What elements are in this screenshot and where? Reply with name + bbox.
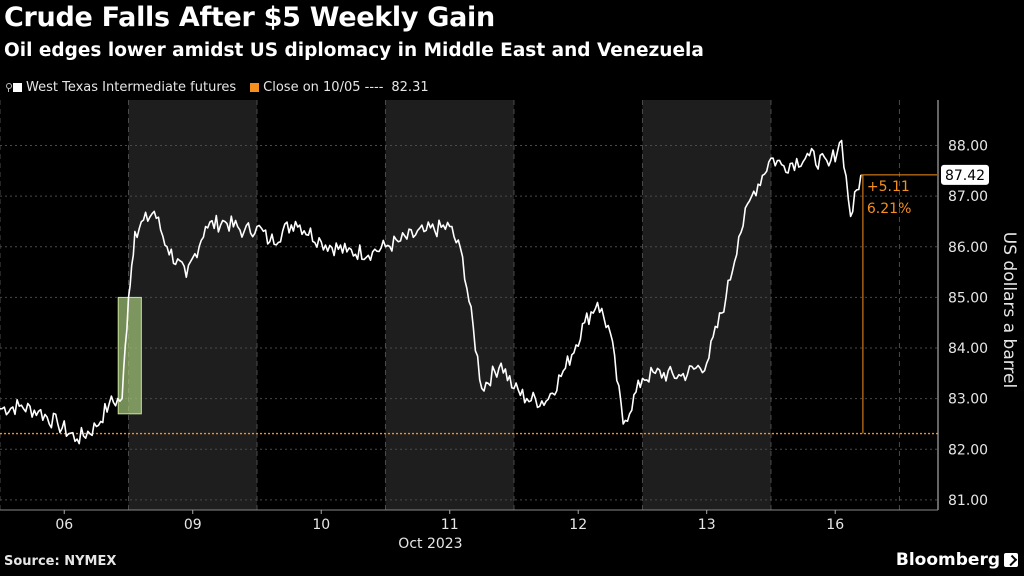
source-note: Source: NYMEX [4,554,117,569]
y-tick-label: 86.00 [948,240,988,256]
chart-subtitle: Oil edges lower amidst US diplomacy in M… [4,40,704,61]
y-tick-label: 82.00 [948,442,988,458]
last-value-label: 87.42 [945,168,985,184]
x-tick-label: 10 [312,517,330,533]
x-axis-title: Oct 2023 [398,536,462,552]
x-tick-label: 13 [698,517,716,533]
close-swatch [250,82,260,92]
legend-close-value: 82.31 [391,79,429,95]
y-tick-label: 81.00 [948,493,988,509]
chart-title: Crude Falls After $5 Weekly Gain [4,2,495,33]
y-tick-label: 87.00 [948,189,988,205]
legend-close-label: Close on 10/05 ---- [263,79,384,95]
x-tick-label: 06 [55,517,73,533]
brand-arrow-icon [1004,553,1018,567]
y-tick-label: 83.00 [948,392,988,408]
x-tick-label: 12 [569,517,587,533]
session-shade-1 [385,100,514,510]
session-shade-0 [128,100,257,510]
highlight-box [117,296,142,415]
legend-series-label: West Texas Intermediate futures [26,79,237,95]
last-value-badge [941,164,989,185]
y-tick-label: 84.00 [948,341,988,357]
x-tick-label: 11 [441,517,459,533]
y-axis-title: US dollars a barrel [999,232,1019,388]
wti-series-line [0,139,862,445]
brand-name: Bloomberg [895,550,1000,570]
series-swatch [13,82,22,92]
y-tick-label: 85.00 [948,290,988,306]
x-tick-label: 16 [826,517,844,533]
legend: West Texas Intermediate futures Close on… [4,78,429,96]
brand-logo: Bloomberg [896,550,1018,570]
x-tick-label: 09 [184,517,202,533]
session-shade-2 [642,100,771,510]
change-absolute-label: +5.11 [867,179,910,195]
pin-icon [6,82,12,92]
y-tick-label: 88.00 [948,139,988,155]
change-percent-label: 6.21% [867,201,911,217]
